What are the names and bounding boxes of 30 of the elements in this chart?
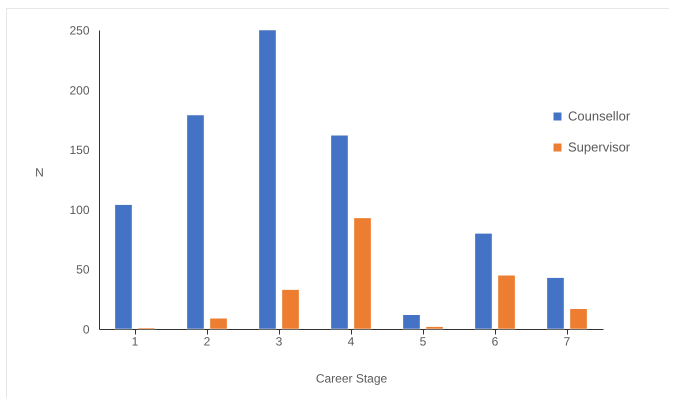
y-tick-label: 100: [69, 202, 90, 217]
x-tick-label: 5: [420, 334, 427, 348]
legend-label: Counsellor: [568, 108, 631, 124]
bar: [426, 326, 444, 330]
x-axis-title: Career Stage: [316, 372, 388, 386]
y-tick-label: 50: [76, 262, 90, 277]
bar: [570, 308, 588, 330]
bar: [282, 289, 300, 330]
bar: [402, 314, 420, 330]
y-tick-label: 200: [69, 83, 90, 98]
x-tick-label: 1: [132, 334, 139, 348]
bar: [258, 30, 276, 330]
x-tick-label: 2: [204, 334, 211, 348]
x-tick-label: 6: [492, 334, 499, 348]
y-tick-label: 150: [69, 143, 90, 158]
legend-label: Supervisor: [568, 140, 631, 154]
bar: [114, 204, 132, 330]
y-tick-label: 0: [82, 322, 90, 336]
x-tick-label: 7: [564, 334, 571, 348]
x-tick-label: 3: [276, 334, 283, 348]
y-axis-title: N: [35, 166, 44, 180]
bar: [474, 233, 492, 330]
bar: [546, 277, 564, 330]
bar: [330, 134, 348, 330]
x-tick-label: 4: [348, 334, 355, 348]
y-tick-label: 250: [69, 24, 90, 38]
bar: [354, 217, 372, 330]
bar: [498, 274, 516, 330]
bar: [210, 318, 228, 330]
bar: [186, 114, 204, 330]
